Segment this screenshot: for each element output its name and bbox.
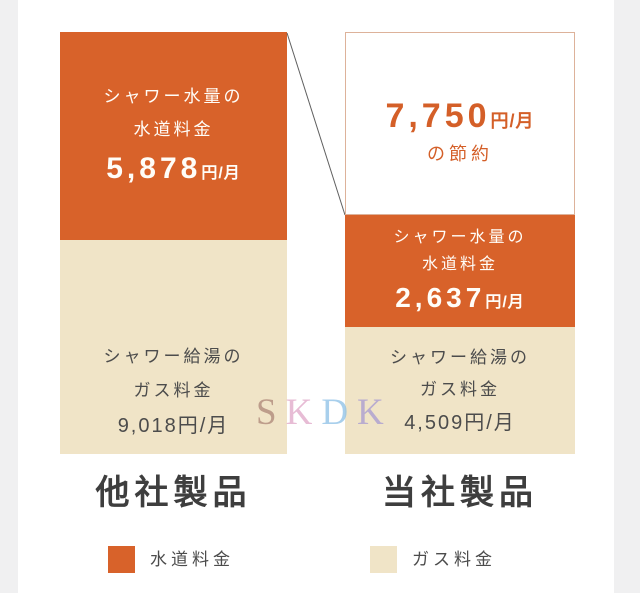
our-gas-price: 4,509円/月: [404, 411, 516, 434]
other-water-cost-block: シャワー水量の 水道料金 5,878 円/月: [60, 32, 287, 240]
legend-gas-swatch: [370, 546, 397, 573]
watermark-letter: S: [256, 392, 286, 433]
other-water-price: 5,878 円/月: [106, 154, 241, 184]
watermark-letter: K: [285, 392, 322, 433]
other-water-label-line1: シャワー水量の: [103, 87, 244, 106]
other-water-label-line2: 水道料金: [133, 120, 214, 139]
other-gas-label-line2: ガス料金: [133, 381, 214, 400]
legend-gas-label: ガス料金: [412, 550, 496, 569]
savings-unit: 円/月: [490, 110, 535, 131]
watermark-letter: D: [321, 392, 358, 433]
savings-box: 7,750 円/月 の節約: [345, 32, 575, 215]
watermark: SKDK: [256, 394, 393, 431]
other-gas-cost-block: シャワー給湯の ガス料金 9,018円/月: [60, 240, 287, 454]
watermark-letter: K: [357, 392, 393, 433]
bar-our-product: 7,750 円/月 の節約 シャワー水量の 水道料金 2,637 円/月 シャワ…: [345, 32, 575, 454]
our-water-unit: 円/月: [485, 294, 525, 311]
our-water-label-line1: シャワー水量の: [393, 229, 527, 246]
legend-water-label: 水道料金: [150, 550, 234, 569]
other-gas-price: 9,018円/月: [117, 415, 230, 437]
title-our-product: 当社製品: [382, 475, 538, 512]
our-water-label-line2: 水道料金: [421, 256, 498, 273]
our-gas-cost-block: シャワー給湯の ガス料金 4,509円/月: [345, 327, 575, 454]
our-water-value: 2,637: [395, 282, 486, 313]
other-water-value: 5,878: [106, 152, 202, 185]
savings-price: 7,750 円/月: [385, 99, 534, 133]
legend-item-water: 水道料金: [108, 546, 234, 573]
other-water-unit: 円/月: [201, 165, 241, 182]
our-water-cost-block: シャワー水量の 水道料金 2,637 円/月: [345, 215, 575, 327]
bar-other-product: シャワー水量の 水道料金 5,878 円/月 シャワー給湯の ガス料金 9,01…: [60, 32, 287, 454]
legend-water-swatch: [108, 546, 135, 573]
savings-value: 7,750: [385, 96, 491, 135]
our-gas-label-line2: ガス料金: [420, 379, 500, 399]
other-gas-label-line1: シャワー給湯の: [103, 347, 244, 366]
savings-label: の節約: [427, 143, 493, 164]
right-margin-strip: [614, 0, 640, 593]
title-other-product: 他社製品: [95, 475, 252, 512]
comparison-connector-line: [286, 32, 346, 216]
our-water-price: 2,637 円/月: [395, 284, 525, 312]
legend-item-gas: ガス料金: [370, 546, 496, 573]
our-gas-label-line1: シャワー給湯の: [390, 347, 530, 367]
left-margin-strip: [0, 0, 18, 593]
